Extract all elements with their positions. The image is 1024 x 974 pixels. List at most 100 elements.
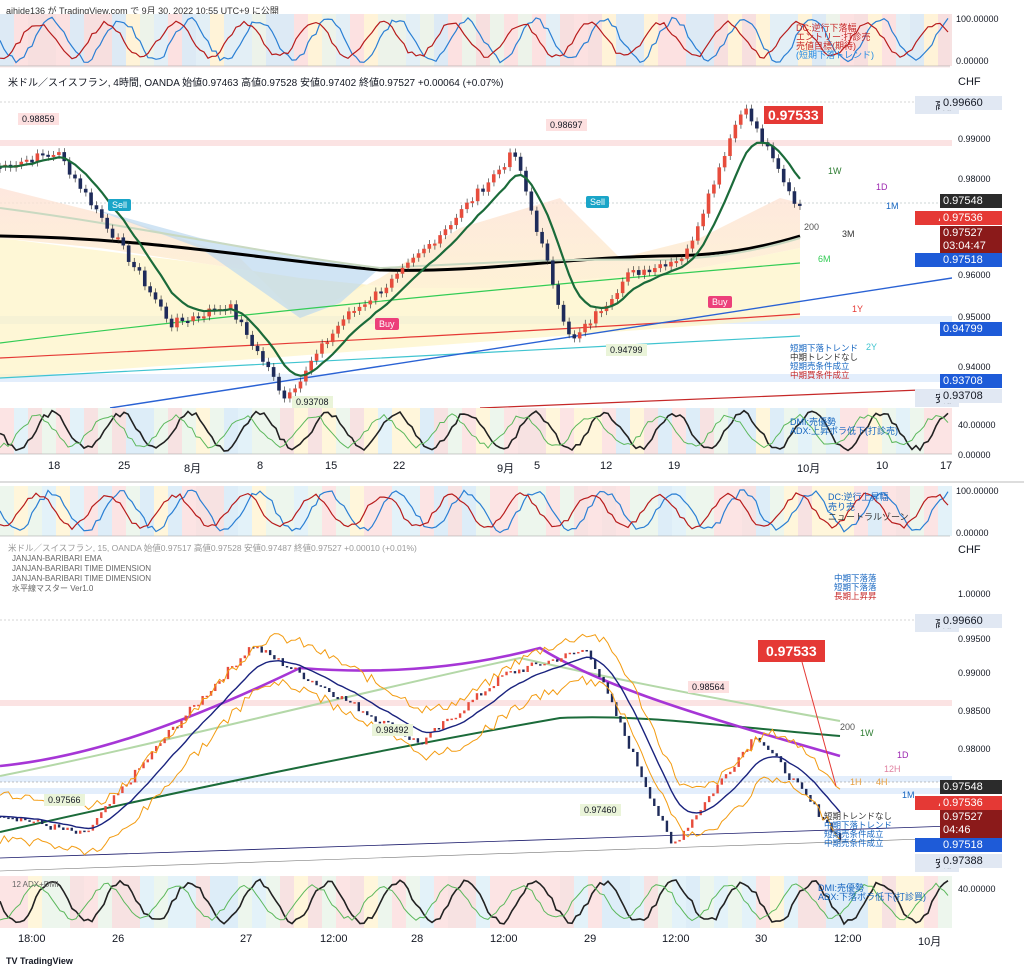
status-line: 短期トレンドなし	[824, 811, 893, 821]
osc-band	[826, 408, 840, 454]
osc-band	[140, 876, 154, 928]
candle	[534, 662, 538, 665]
osc-band	[518, 408, 532, 454]
osc-band	[882, 14, 896, 66]
osc-band	[714, 486, 728, 536]
candle	[290, 667, 293, 670]
osc-band	[42, 486, 56, 536]
candle	[779, 756, 783, 763]
osc-band	[630, 486, 644, 536]
candle	[682, 830, 686, 840]
candle	[207, 308, 211, 317]
candle	[361, 711, 365, 713]
indicator-name: JANJAN-BARIBARI EMA	[12, 554, 102, 563]
candle	[458, 713, 462, 718]
top-scale: 0.96000	[958, 270, 991, 280]
osc-band	[490, 486, 504, 536]
osc-band	[168, 14, 182, 66]
candle	[737, 757, 740, 767]
candle	[750, 739, 753, 750]
osc-band	[938, 876, 952, 928]
candle	[336, 696, 339, 700]
x-tick: 12:00	[662, 933, 690, 945]
candle	[282, 390, 287, 399]
candle	[416, 738, 420, 743]
candle	[266, 361, 271, 368]
candle	[744, 108, 748, 115]
candle	[315, 680, 318, 686]
candle	[497, 169, 501, 175]
osc-band	[364, 408, 378, 454]
osc-band	[462, 486, 476, 536]
candle	[154, 745, 158, 752]
osc-band	[182, 876, 196, 928]
indicator-name: JANJAN-BARIBARI TIME DIMENSION	[12, 574, 151, 583]
candle	[513, 152, 518, 157]
dmi-line: DMI:売優勢	[818, 883, 864, 893]
candle	[306, 679, 310, 682]
candle	[427, 244, 432, 249]
candle	[226, 666, 230, 680]
candle	[188, 706, 192, 716]
candle	[24, 817, 27, 821]
candle	[49, 826, 52, 830]
top-oscillator	[0, 14, 952, 68]
candle	[425, 737, 428, 745]
osc-band	[770, 14, 784, 66]
candle	[653, 268, 657, 273]
candle	[555, 659, 559, 662]
candle	[470, 201, 475, 204]
candle	[73, 174, 77, 179]
osc-band	[798, 408, 812, 454]
signal-sell: Sell	[586, 196, 610, 208]
candle	[471, 699, 474, 703]
x-tick: 10月	[797, 463, 821, 475]
candle	[442, 721, 445, 730]
osc-band	[406, 876, 420, 928]
candle	[695, 815, 698, 820]
osc-band	[756, 486, 770, 536]
candle	[551, 260, 555, 285]
top-scale: 0.95000	[958, 312, 991, 322]
osc-band	[644, 486, 658, 536]
candle	[657, 805, 660, 816]
candle	[771, 146, 775, 159]
tradingview-logo[interactable]: TV TradingView	[6, 956, 73, 966]
candle	[363, 304, 367, 307]
osc-band	[224, 486, 238, 536]
osc-band	[896, 14, 910, 66]
candle	[561, 304, 566, 322]
candle	[480, 693, 483, 696]
candle	[437, 728, 441, 730]
osc-band	[784, 876, 798, 928]
osc-band	[154, 14, 168, 66]
osc-band	[308, 408, 322, 454]
osc-band	[938, 486, 952, 536]
candle	[733, 766, 736, 772]
bot-tf-label: 12H	[884, 764, 901, 774]
annotation-high-left: 0.98859	[18, 113, 59, 125]
candle	[665, 820, 669, 832]
candle	[577, 651, 580, 654]
tf-label: 1Y	[852, 304, 864, 314]
osc-band	[252, 876, 266, 928]
osc-band	[252, 408, 266, 454]
osc-band	[840, 14, 854, 66]
candle	[268, 650, 272, 656]
tf-label: 2Y	[866, 342, 878, 352]
osc-band	[210, 14, 224, 66]
candle	[0, 816, 2, 818]
osc-band	[112, 486, 126, 536]
osc-band	[84, 876, 98, 928]
osc-band	[574, 408, 588, 454]
osc-band	[28, 408, 42, 454]
osc-band	[672, 408, 686, 454]
candle	[411, 257, 416, 263]
candle	[623, 722, 626, 736]
osc-band	[700, 486, 714, 536]
osc-band	[70, 876, 84, 928]
candle	[749, 108, 754, 122]
candle	[522, 669, 525, 672]
osc-band	[882, 486, 896, 536]
osc-band	[826, 486, 840, 536]
